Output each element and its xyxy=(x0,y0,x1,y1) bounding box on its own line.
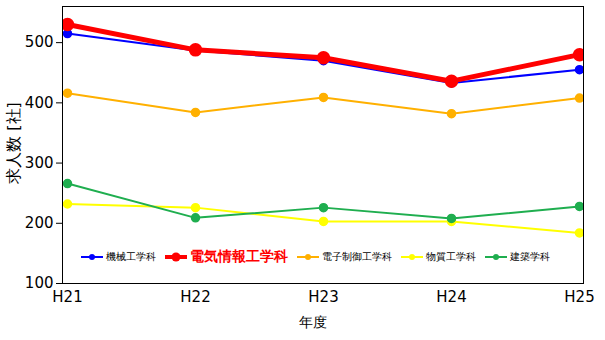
html-text:物質工学科: 物質工学科 xyxy=(426,251,476,262)
svg-text:H23: H23 xyxy=(308,288,338,306)
svg-text:H22: H22 xyxy=(180,288,210,306)
svg-text:200: 200 xyxy=(25,214,54,232)
html-text:機械工学科: 機械工学科 xyxy=(106,251,156,262)
html-text:求人数 [社]: 求人数 [社] xyxy=(3,102,23,184)
html-text:年度: 年度 xyxy=(298,314,327,330)
svg-text:H21: H21 xyxy=(52,288,82,306)
svg-text:H24: H24 xyxy=(436,288,466,306)
svg-text:H25: H25 xyxy=(564,288,594,306)
svg-text:500: 500 xyxy=(25,33,54,51)
html-text:電子制御工学科: 電子制御工学科 xyxy=(322,251,392,262)
html-text:建築学科: 建築学科 xyxy=(510,251,550,262)
svg-text:400: 400 xyxy=(25,94,54,112)
svg-text:100: 100 xyxy=(25,274,54,292)
svg-text:300: 300 xyxy=(25,154,54,172)
html-text:電気情報工学科: 電気情報工学科 xyxy=(190,248,288,264)
